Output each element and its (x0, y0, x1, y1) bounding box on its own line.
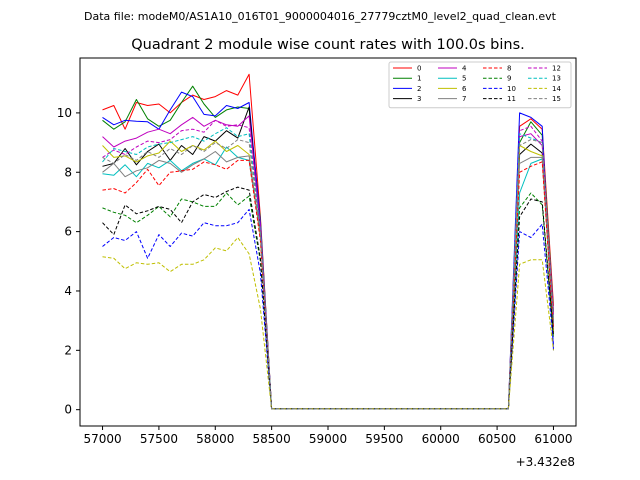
y-tick-label: 4 (64, 284, 72, 298)
legend-label-4: 4 (462, 65, 467, 73)
legend-label-0: 0 (417, 65, 421, 73)
x-tick-label: 60500 (478, 432, 516, 446)
x-tick-label: 57500 (140, 432, 178, 446)
legend-label-7: 7 (462, 95, 466, 103)
legend-box (388, 61, 572, 109)
legend-label-15: 15 (552, 95, 561, 103)
legend-label-8: 8 (507, 65, 511, 73)
suptitle: Data file: modeM0/AS1A10_016T01_90000040… (84, 10, 557, 23)
x-offset-label: +3.432e8 (516, 455, 575, 469)
legend-label-12: 12 (552, 65, 561, 73)
series-line-15 (102, 139, 554, 410)
legend-label-10: 10 (507, 85, 516, 93)
y-tick-label: 2 (64, 343, 72, 357)
plot-area: 57000 57500 58000 58500 59000 59500 60000 60500… (57, 57, 577, 446)
y-tick-label: 10 (57, 106, 72, 120)
legend-label-11: 11 (507, 95, 516, 103)
x-tick-label: 58000 (196, 432, 234, 446)
x-tick-label: 61000 (534, 432, 572, 446)
x-tick-label: 59500 (365, 432, 403, 446)
x-tick-label: 58500 (253, 432, 291, 446)
legend-label-13: 13 (552, 75, 561, 83)
x-tick-label: 59000 (309, 432, 347, 446)
legend-label-5: 5 (462, 75, 466, 83)
chart-title: Quadrant 2 module wise count rates with … (131, 37, 525, 53)
x-tick-label: 60000 (422, 432, 460, 446)
y-tick-label: 8 (64, 165, 72, 179)
legend-label-3: 3 (417, 95, 421, 103)
y-tick-label: 6 (64, 225, 72, 239)
legend-label-6: 6 (462, 85, 467, 93)
x-tick-label: 57000 (83, 432, 121, 446)
y-tick-label: 0 (64, 403, 72, 417)
legend-label-2: 2 (417, 85, 421, 93)
legend-label-9: 9 (507, 75, 511, 83)
legend-label-1: 1 (417, 75, 421, 83)
legend-label-14: 14 (552, 85, 561, 93)
